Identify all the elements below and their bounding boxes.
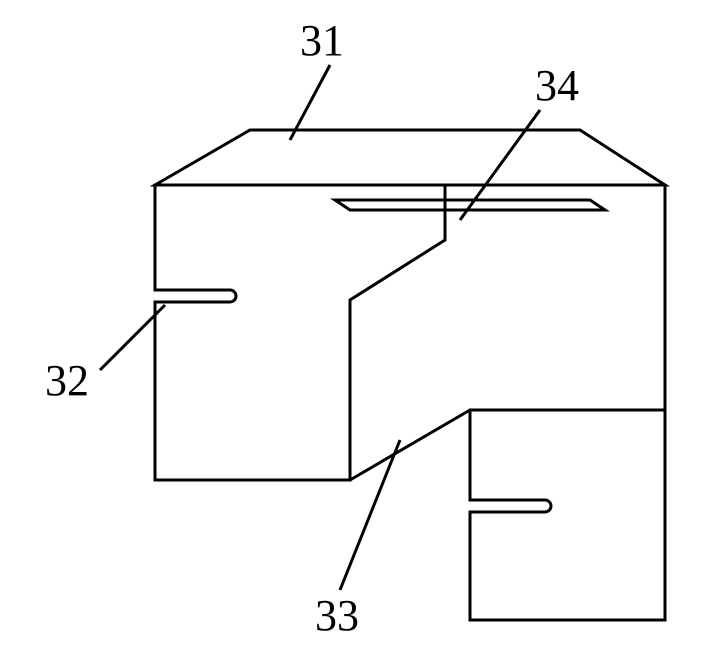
callout-front_face: 33	[315, 591, 359, 640]
callout-slot: 34	[535, 61, 579, 110]
callout-top: 31	[300, 16, 344, 65]
callout-left_notch: 32	[45, 356, 89, 405]
